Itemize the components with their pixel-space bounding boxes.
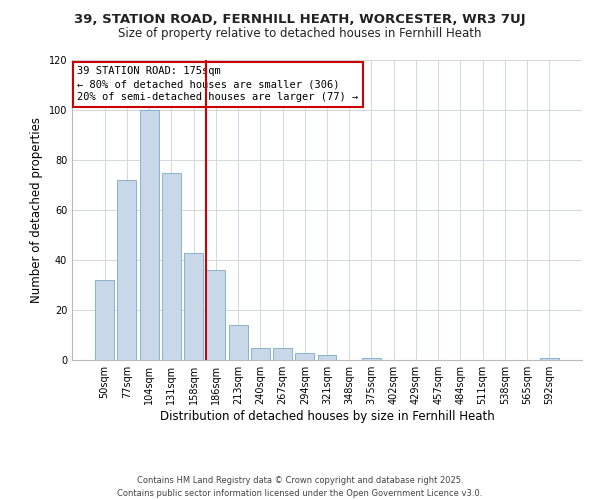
Bar	[184, 252, 203, 360]
Text: Contains HM Land Registry data © Crown copyright and database right 2025.
Contai: Contains HM Land Registry data © Crown c…	[118, 476, 482, 498]
Bar	[362, 358, 381, 360]
Bar	[251, 348, 270, 360]
Bar	[295, 352, 314, 360]
Bar	[95, 280, 114, 360]
X-axis label: Distribution of detached houses by size in Fernhill Heath: Distribution of detached houses by size …	[160, 410, 494, 423]
Bar	[273, 348, 292, 360]
Text: Size of property relative to detached houses in Fernhill Heath: Size of property relative to detached ho…	[118, 28, 482, 40]
Bar	[118, 180, 136, 360]
Bar	[229, 325, 248, 360]
Text: 39, STATION ROAD, FERNHILL HEATH, WORCESTER, WR3 7UJ: 39, STATION ROAD, FERNHILL HEATH, WORCES…	[74, 12, 526, 26]
Bar	[206, 270, 225, 360]
Bar	[140, 110, 158, 360]
Bar	[162, 172, 181, 360]
Bar	[540, 358, 559, 360]
Text: 39 STATION ROAD: 175sqm
← 80% of detached houses are smaller (306)
20% of semi-d: 39 STATION ROAD: 175sqm ← 80% of detache…	[77, 66, 358, 102]
Y-axis label: Number of detached properties: Number of detached properties	[30, 117, 43, 303]
Bar	[317, 355, 337, 360]
